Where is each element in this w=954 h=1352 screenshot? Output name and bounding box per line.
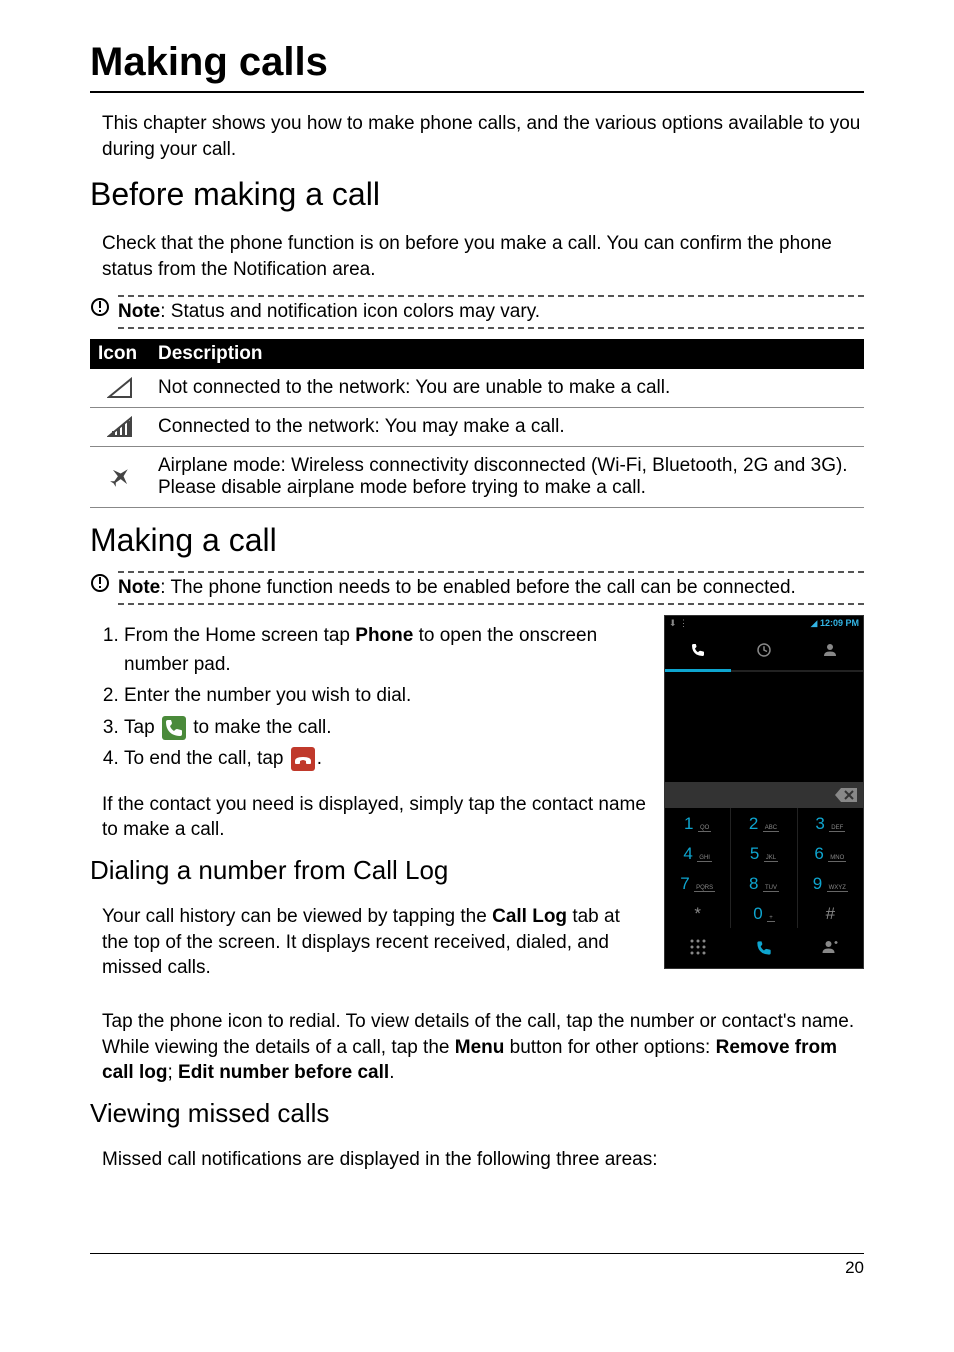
desc-no-network: Not connected to the network: You are un…	[150, 369, 864, 408]
page-number: 20	[845, 1258, 864, 1277]
phone-screenshot: ⬇ ⋮ ◢ 12:09 PM	[664, 615, 864, 969]
hangup-icon	[291, 747, 315, 771]
section-calllog-heading: Dialing a number from Call Log	[90, 855, 650, 886]
airplane-icon	[90, 446, 150, 507]
intro-text: This chapter shows you how to make phone…	[102, 111, 864, 162]
key-0[interactable]: 0 +	[731, 898, 797, 928]
section-making-heading: Making a call	[90, 522, 864, 559]
key-8[interactable]: 8 TUV	[731, 868, 797, 898]
key-9[interactable]: 9 WXYZ	[798, 868, 863, 898]
tab-dialer[interactable]	[665, 631, 731, 672]
desc-airplane: Airplane mode: Wireless connectivity dis…	[150, 446, 864, 507]
key-7[interactable]: 7 PQRS	[665, 868, 731, 898]
table-row: Airplane mode: Wireless connectivity dis…	[90, 446, 864, 507]
table-row: Not connected to the network: You are un…	[90, 369, 864, 408]
tab-contacts[interactable]	[797, 631, 863, 672]
action-grid[interactable]	[665, 928, 731, 968]
section-before-heading: Before making a call	[90, 176, 864, 213]
backspace-row	[665, 782, 863, 808]
tab-recent[interactable]	[731, 631, 797, 672]
th-icon: Icon	[90, 339, 150, 369]
dial-icon	[162, 716, 186, 740]
status-right: ◢ 12:09 PM	[811, 618, 859, 629]
table-row: Connected to the network: You may make a…	[90, 407, 864, 446]
missed-text: Missed call notifications are displayed …	[102, 1147, 864, 1173]
step-3: Tap to make the call.	[124, 713, 650, 742]
status-bar: ⬇ ⋮ ◢ 12:09 PM	[665, 616, 863, 631]
keypad: 1 QO 2 ABC 3 DEF 4 GHI 5 JKL 6 MNO 7 PQR…	[665, 808, 863, 928]
note-text: : The phone function needs to be enabled…	[160, 577, 796, 598]
step-2: Enter the number you wish to dial.	[124, 681, 650, 710]
step-4: To end the call, tap .	[124, 744, 650, 773]
key-6[interactable]: 6 MNO	[798, 838, 863, 868]
section-missed-heading: Viewing missed calls	[90, 1098, 864, 1129]
key-hash[interactable]: #	[798, 898, 863, 928]
calllog-p1: Your call history can be viewed by tappi…	[102, 904, 650, 981]
action-call[interactable]	[731, 928, 797, 968]
key-star[interactable]: *	[665, 898, 731, 928]
note-block-enabled: Note: The phone function needs to be ena…	[90, 571, 864, 605]
note-label: Note	[118, 577, 160, 598]
key-4[interactable]: 4 GHI	[665, 838, 731, 868]
key-5[interactable]: 5 JKL	[731, 838, 797, 868]
note-label: Note	[118, 301, 160, 322]
steps-list: From the Home screen tap Phone to open t…	[102, 621, 650, 774]
signal-none-icon	[90, 369, 150, 408]
dial-display	[665, 672, 863, 782]
action-addcontact[interactable]	[797, 928, 863, 968]
after-steps-text: If the contact you need is displayed, si…	[102, 792, 650, 843]
signal-full-icon	[90, 407, 150, 446]
before-text: Check that the phone function is on befo…	[102, 231, 864, 282]
note-text: : Status and notification icon colors ma…	[160, 301, 540, 322]
note-icon	[90, 573, 110, 593]
desc-connected: Connected to the network: You may make a…	[150, 407, 864, 446]
calllog-p2: Tap the phone icon to redial. To view de…	[102, 1009, 864, 1086]
note-block-status: Note: Status and notification icon color…	[90, 295, 864, 329]
page-title: Making calls	[90, 40, 864, 93]
note-icon	[90, 297, 110, 317]
key-3[interactable]: 3 DEF	[798, 808, 863, 838]
backspace-icon[interactable]	[835, 788, 857, 802]
key-2[interactable]: 2 ABC	[731, 808, 797, 838]
icon-table: Icon Description Not connected to the ne…	[90, 339, 864, 508]
step-1: From the Home screen tap Phone to open t…	[124, 621, 650, 680]
key-1[interactable]: 1 QO	[665, 808, 731, 838]
status-left-icons: ⬇ ⋮	[669, 618, 688, 629]
th-desc: Description	[150, 339, 864, 369]
